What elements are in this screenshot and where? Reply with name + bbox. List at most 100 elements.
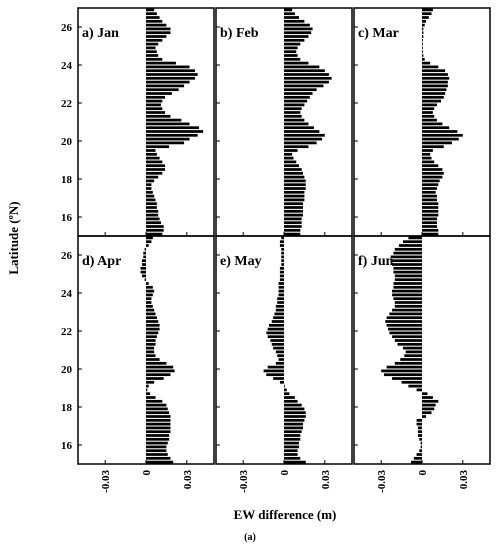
bar: [146, 179, 155, 183]
bar: [146, 244, 149, 247]
bar: [274, 312, 284, 316]
bar: [393, 251, 422, 255]
bar: [146, 190, 153, 194]
bar: [284, 396, 295, 399]
bar: [422, 164, 439, 168]
bar: [392, 293, 422, 297]
bar: [143, 255, 146, 259]
bar: [284, 415, 306, 418]
bar: [284, 407, 305, 411]
panel-frame: [77, 235, 215, 465]
bar: [393, 266, 422, 270]
bar: [284, 183, 306, 187]
bar: [422, 156, 432, 160]
bar: [146, 76, 195, 80]
bar: [146, 171, 163, 175]
bar: [422, 175, 443, 179]
bar: [422, 141, 452, 145]
bar: [284, 225, 302, 228]
bar: [420, 445, 422, 449]
bar: [275, 350, 284, 354]
bar: [146, 361, 167, 365]
bar: [146, 456, 171, 460]
panel-label: f) Jun: [358, 254, 394, 269]
panel-frame: [215, 235, 353, 465]
bar: [146, 339, 156, 342]
y-tick-label: 18: [61, 174, 73, 186]
bar: [284, 103, 305, 107]
y-tick-label: 16: [61, 440, 73, 452]
bar: [146, 198, 156, 202]
bar: [284, 202, 304, 206]
bar: [146, 217, 160, 221]
bar: [417, 430, 422, 434]
bar: [389, 312, 422, 316]
bar: [284, 221, 302, 225]
bar: [422, 183, 439, 187]
bar: [284, 118, 305, 122]
bar: [284, 456, 301, 460]
x-tick-label: 0.03: [182, 470, 194, 490]
bar: [275, 308, 284, 312]
bar: [422, 228, 439, 232]
y-axis-title: Latitude (ºN): [6, 201, 21, 274]
bar: [284, 426, 304, 430]
bar: [146, 103, 161, 107]
bar: [422, 194, 437, 198]
bar: [397, 342, 422, 346]
bar: [284, 179, 306, 183]
bar: [146, 183, 152, 187]
bar: [284, 69, 325, 73]
bar: [392, 263, 422, 266]
bar: [284, 46, 298, 50]
bar: [284, 213, 304, 217]
bar: [284, 88, 317, 92]
bar: [413, 456, 422, 460]
bar: [146, 304, 153, 308]
bar: [422, 403, 436, 407]
bar: [422, 168, 443, 171]
bar: [386, 365, 422, 369]
bar: [146, 42, 159, 46]
bar: [146, 130, 204, 133]
bar: [420, 441, 422, 445]
bar: [422, 209, 439, 213]
bar: [284, 437, 301, 441]
bar: [392, 308, 422, 312]
x-tick-label: 0.03: [320, 470, 332, 490]
bar: [273, 316, 284, 320]
bar: [284, 126, 314, 130]
bar: [146, 316, 157, 320]
bar: [146, 392, 151, 396]
bar: [422, 217, 437, 221]
bar: [422, 225, 437, 228]
bar: [422, 149, 433, 152]
bar: [284, 206, 304, 209]
bar: [284, 73, 329, 76]
bar: [284, 31, 312, 35]
bar: [284, 171, 304, 175]
bar: [284, 92, 313, 95]
bar: [146, 240, 152, 244]
bar: [394, 278, 422, 282]
bar: [284, 133, 325, 137]
bar: [140, 266, 146, 270]
bar: [390, 259, 422, 263]
bar: [381, 369, 422, 373]
bar: [284, 460, 306, 464]
bar: [146, 122, 190, 126]
bar: [279, 278, 284, 282]
bar: [284, 209, 304, 213]
bar: [422, 23, 425, 27]
bar: [416, 422, 422, 426]
panel-frame: [215, 7, 353, 237]
bar: [267, 327, 284, 331]
bar: [284, 27, 313, 31]
panel-label: b) Feb: [220, 26, 259, 41]
x-tick-label: 0.03: [458, 470, 470, 490]
bar: [146, 137, 190, 141]
bar: [422, 202, 439, 206]
bar: [281, 236, 284, 240]
panel-label: e) May: [220, 254, 262, 269]
